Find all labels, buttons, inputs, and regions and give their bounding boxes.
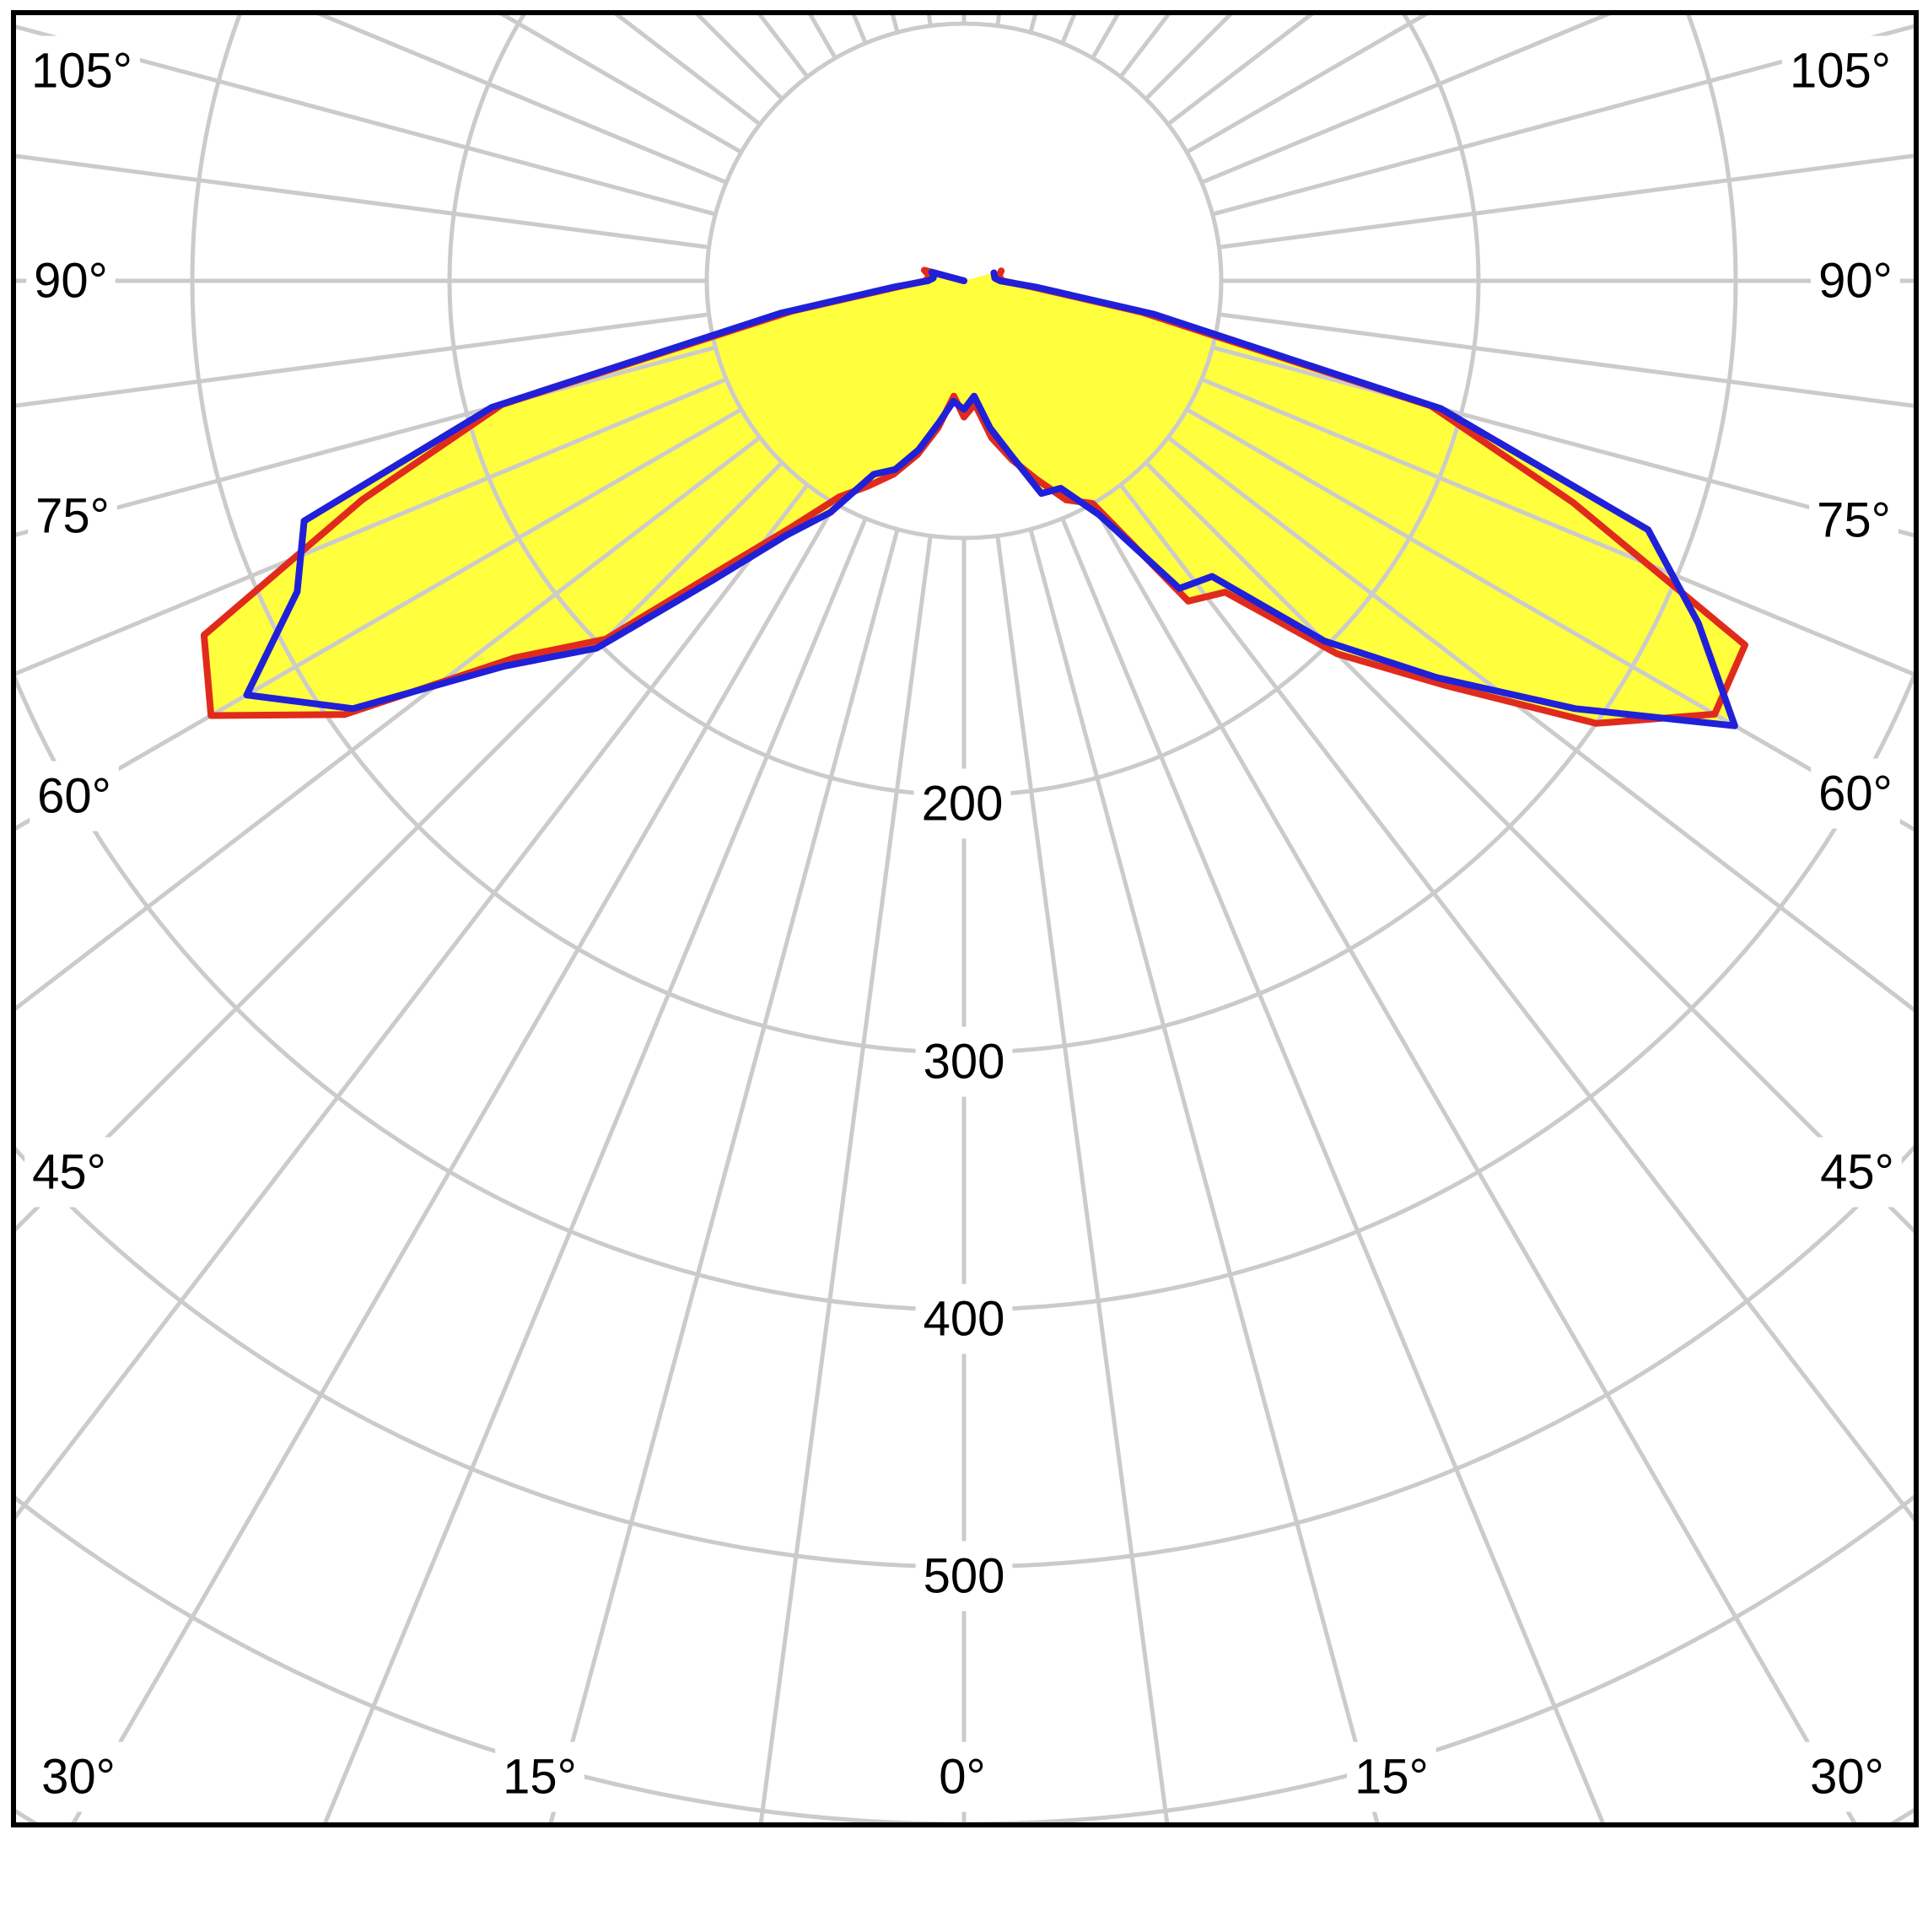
angle-label-30deg-bottom: 30° <box>41 1750 116 1805</box>
angle-label-90deg-left: 90° <box>34 254 108 309</box>
angle-label-30deg-bottom: 30° <box>1810 1750 1884 1805</box>
angle-label-60deg-right: 60° <box>1818 767 1893 821</box>
angle-label-75deg-left: 75° <box>35 489 110 544</box>
angle-label-105deg-left: 105° <box>31 44 132 99</box>
angle-label-0deg-bottom: 0° <box>939 1750 985 1805</box>
angle-label-45deg-left: 45° <box>32 1145 106 1200</box>
angle-label-15deg-bottom: 15° <box>1354 1750 1429 1805</box>
radial-label-500: 500 <box>924 1549 1005 1604</box>
angle-label-90deg-right: 90° <box>1818 254 1893 309</box>
angle-label-45deg-right: 45° <box>1820 1145 1894 1200</box>
radial-label-200: 200 <box>922 777 1004 831</box>
radial-label-300: 300 <box>924 1035 1005 1090</box>
angle-label-60deg-left: 60° <box>37 769 111 824</box>
radial-label-400: 400 <box>924 1292 1005 1347</box>
angle-label-75deg-right: 75° <box>1817 493 1891 548</box>
angle-label-105deg-right: 105° <box>1790 44 1891 99</box>
angle-label-15deg-bottom: 15° <box>503 1750 577 1805</box>
